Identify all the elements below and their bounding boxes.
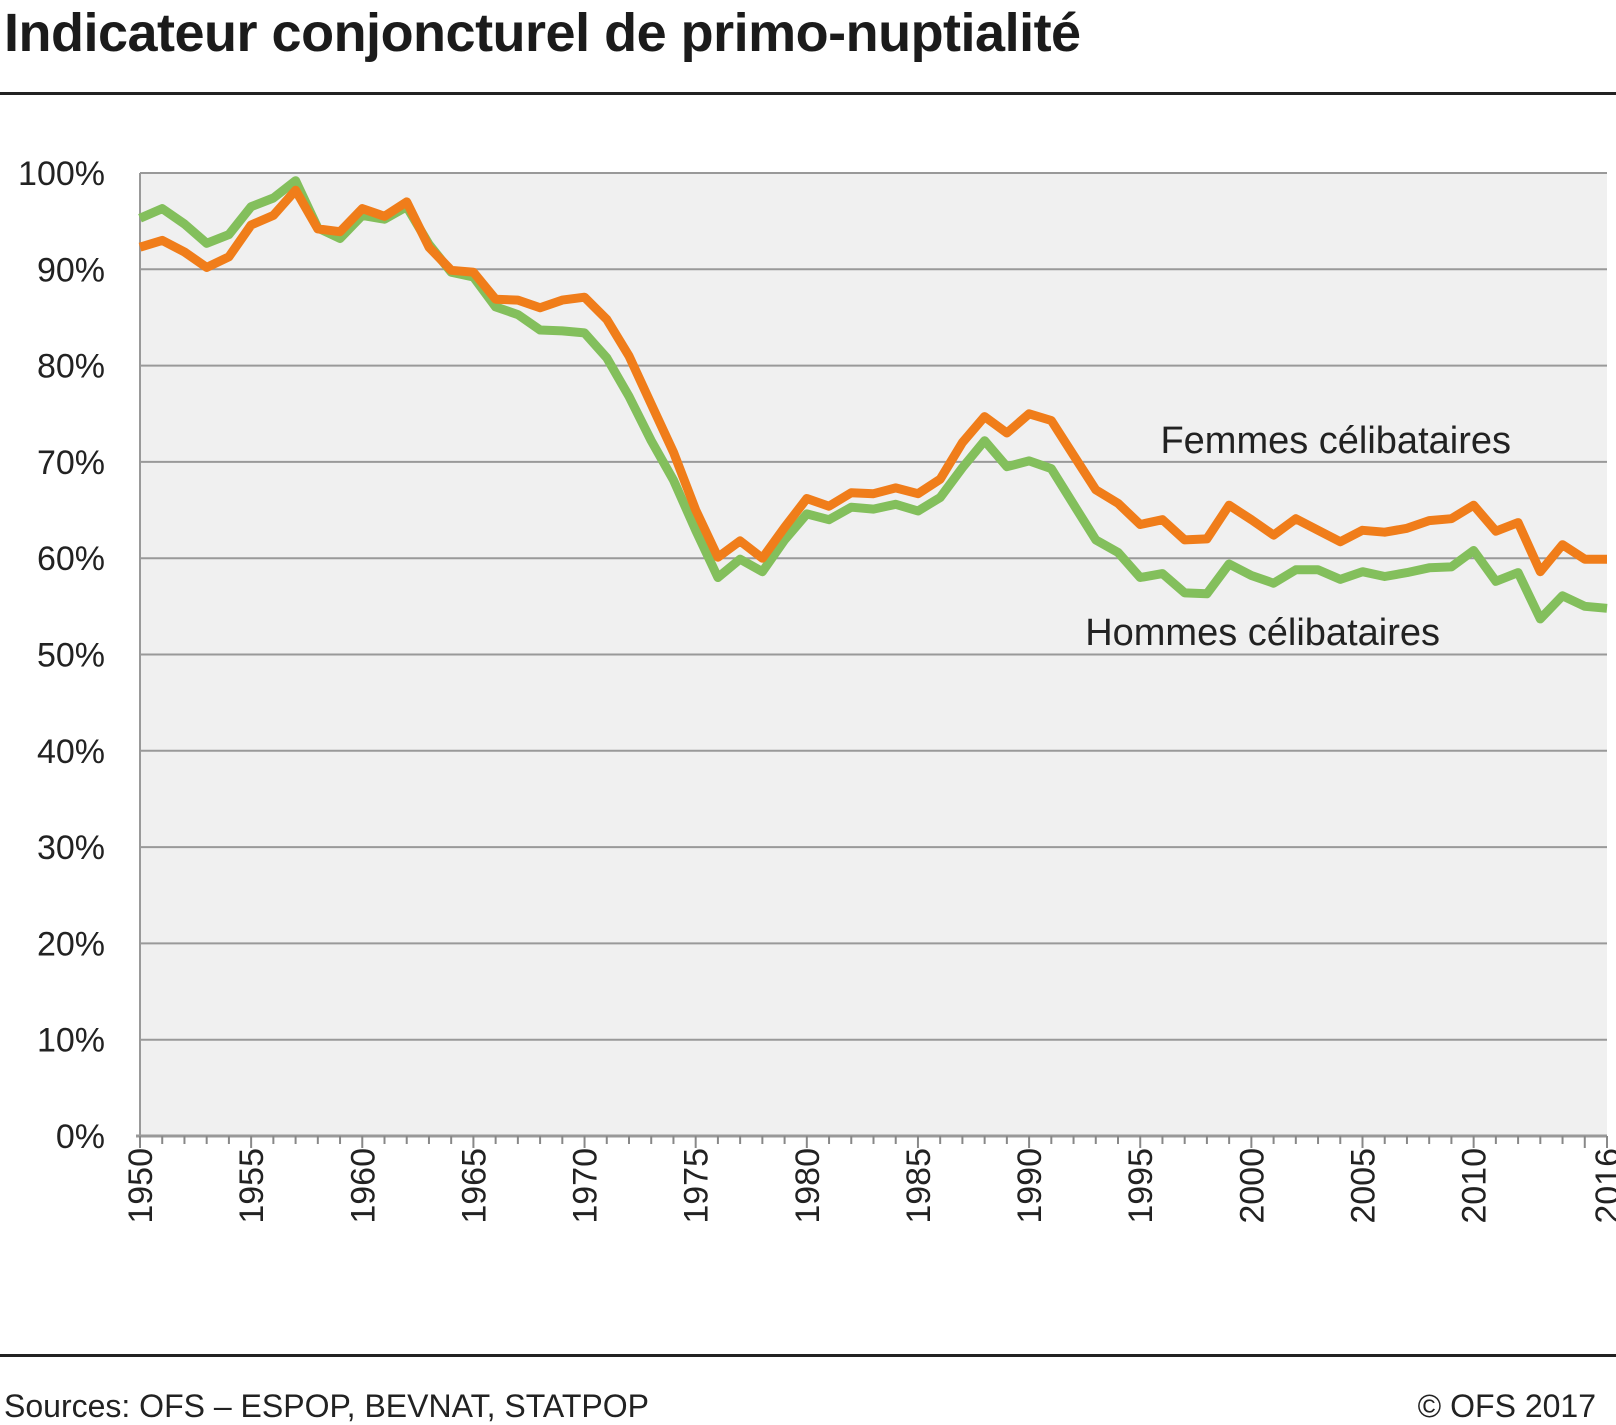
copyright-note: © OFS 2017 <box>1417 1388 1596 1424</box>
title-rule <box>0 92 1616 95</box>
chart-title: Indicateur conjoncturel de primo-nuptial… <box>4 3 1081 63</box>
x-tick-label: 1980 <box>789 1148 827 1224</box>
x-tick-label: 1960 <box>344 1148 382 1224</box>
y-tick-label: 60% <box>37 540 105 578</box>
x-tick-label: 1990 <box>1011 1148 1049 1224</box>
x-tick-group: 1950 <box>122 1148 160 1224</box>
x-tick-group: 1970 <box>567 1148 605 1224</box>
x-tick-label: 1955 <box>233 1148 271 1224</box>
x-tick-label: 1975 <box>678 1148 716 1224</box>
series-label-hommes: Hommes célibataires <box>1085 612 1440 654</box>
x-tick-group: 1985 <box>900 1148 938 1224</box>
x-tick-label: 2016 <box>1589 1148 1616 1224</box>
x-tick-label: 1950 <box>122 1148 160 1224</box>
series-line-femmes <box>138 185 1607 577</box>
y-tick-label: 80% <box>37 348 105 386</box>
x-tick-label: 1965 <box>455 1148 493 1224</box>
y-tick-label: 10% <box>37 1022 105 1060</box>
x-tick-group: 1955 <box>233 1148 271 1224</box>
series-label-femmes: Femmes célibataires <box>1160 420 1511 462</box>
x-tick-label: 2000 <box>1233 1148 1271 1224</box>
x-tick-group: 1995 <box>1122 1148 1160 1224</box>
y-tick-label: 30% <box>37 829 105 867</box>
y-tick-label: 40% <box>37 733 105 771</box>
x-tick-group: 1980 <box>789 1148 827 1224</box>
x-tick-group: 1990 <box>1011 1148 1049 1224</box>
x-tick-label: 1985 <box>900 1148 938 1224</box>
x-tick-group: 1975 <box>678 1148 716 1224</box>
y-tick-label: 100% <box>18 155 105 193</box>
x-tick-group: 1965 <box>455 1148 493 1224</box>
x-tick-label: 2010 <box>1456 1148 1494 1224</box>
x-tick-label: 2005 <box>1345 1148 1383 1224</box>
y-tick-label: 50% <box>37 637 105 675</box>
x-tick-group: 2005 <box>1345 1148 1383 1224</box>
y-tick-label: 90% <box>37 251 105 289</box>
y-tick-label: 70% <box>37 444 105 482</box>
x-tick-group: 2010 <box>1456 1148 1494 1224</box>
x-tick-group: 1960 <box>344 1148 382 1224</box>
y-tick-label: 0% <box>56 1118 105 1156</box>
x-tick-label: 1995 <box>1122 1148 1160 1224</box>
x-tick-group: 2000 <box>1233 1148 1271 1224</box>
line-chart: 0% 10% 20% 30% 40% 50% 60% 70% 80% 90% 100% 1950 195… <box>18 155 1616 1224</box>
x-tick-label: 1970 <box>567 1148 605 1224</box>
footer-rule <box>0 1354 1616 1357</box>
y-tick-label: 20% <box>37 925 105 963</box>
x-tick-group: 2016 <box>1589 1148 1616 1224</box>
source-note: Sources: OFS – ESPOP, BEVNAT, STATPOP <box>4 1388 649 1424</box>
